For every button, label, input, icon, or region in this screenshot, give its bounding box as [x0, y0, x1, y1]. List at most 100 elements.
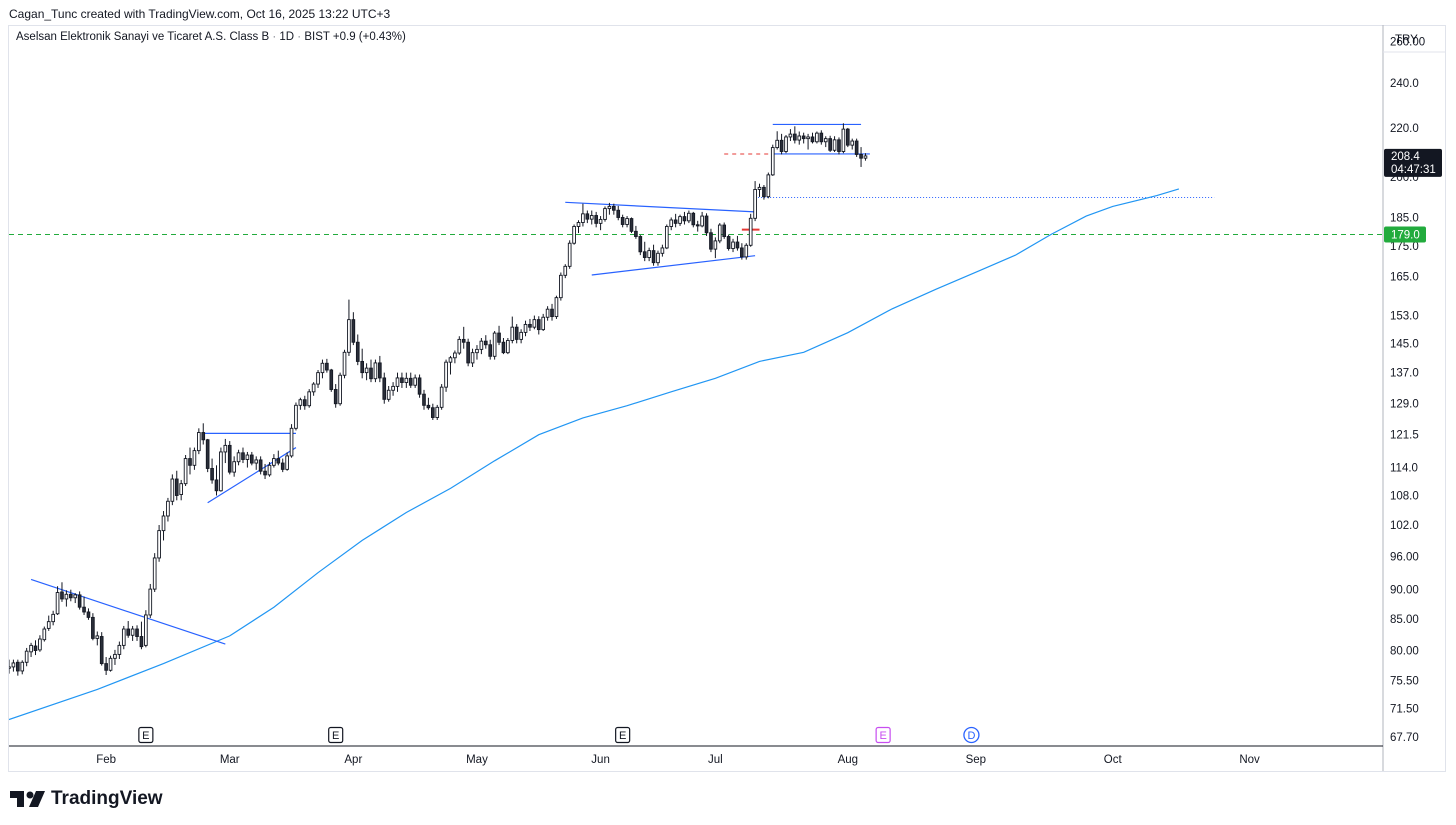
- candle[interactable]: [832, 136, 837, 152]
- candle[interactable]: [545, 306, 550, 321]
- candle[interactable]: [598, 216, 603, 231]
- candle[interactable]: [325, 358, 329, 373]
- candle[interactable]: [157, 525, 161, 562]
- candle[interactable]: [678, 214, 682, 226]
- candle[interactable]: [130, 625, 135, 641]
- candle[interactable]: [197, 428, 201, 455]
- candle[interactable]: [461, 326, 466, 349]
- candle[interactable]: [492, 330, 497, 360]
- candle[interactable]: [806, 133, 810, 150]
- candle[interactable]: [135, 625, 139, 641]
- candle[interactable]: [294, 402, 298, 431]
- candle[interactable]: [219, 447, 223, 492]
- candle[interactable]: [770, 144, 775, 176]
- candle[interactable]: [541, 313, 546, 331]
- earnings-marker[interactable]: E: [615, 726, 631, 744]
- candle[interactable]: [426, 397, 431, 410]
- candle[interactable]: [391, 382, 395, 396]
- candle[interactable]: [42, 626, 47, 642]
- candle[interactable]: [594, 211, 598, 228]
- candle[interactable]: [378, 355, 382, 383]
- candle[interactable]: [144, 610, 148, 648]
- candle[interactable]: [488, 339, 493, 360]
- candle[interactable]: [563, 264, 568, 279]
- candle[interactable]: [828, 135, 832, 152]
- candle[interactable]: [152, 553, 157, 592]
- candle[interactable]: [567, 240, 572, 269]
- candle[interactable]: [850, 138, 855, 150]
- candle[interactable]: [762, 184, 766, 200]
- tradingview-logo[interactable]: TradingView: [10, 788, 163, 810]
- candle[interactable]: [369, 359, 373, 383]
- candle[interactable]: [245, 451, 250, 468]
- candle[interactable]: [704, 213, 709, 236]
- candle[interactable]: [355, 334, 360, 366]
- candle[interactable]: [298, 397, 303, 410]
- earnings-marker[interactable]: E: [328, 726, 344, 744]
- candle[interactable]: [342, 349, 347, 379]
- candle[interactable]: [289, 424, 294, 458]
- trendline-summer-support[interactable]: [591, 255, 756, 276]
- candle[interactable]: [483, 335, 488, 349]
- candle[interactable]: [227, 441, 232, 475]
- candle[interactable]: [232, 456, 236, 477]
- candle[interactable]: [347, 299, 351, 356]
- candle[interactable]: [404, 372, 409, 388]
- candle[interactable]: [20, 660, 25, 675]
- candle[interactable]: [616, 205, 621, 221]
- candle[interactable]: [687, 210, 691, 224]
- candle[interactable]: [700, 211, 704, 228]
- candle[interactable]: [735, 235, 740, 251]
- candle[interactable]: [55, 586, 60, 615]
- candle[interactable]: [170, 474, 175, 506]
- candle[interactable]: [417, 374, 422, 398]
- candle[interactable]: [519, 329, 523, 344]
- candle[interactable]: [497, 325, 501, 346]
- candle[interactable]: [612, 203, 616, 215]
- candle[interactable]: [201, 423, 206, 445]
- candle[interactable]: [664, 224, 669, 250]
- candle[interactable]: [823, 136, 828, 148]
- candle[interactable]: [656, 250, 660, 266]
- candle[interactable]: [121, 625, 126, 650]
- candle[interactable]: [307, 389, 312, 408]
- candle[interactable]: [470, 348, 475, 368]
- candle[interactable]: [859, 147, 863, 167]
- candle[interactable]: [263, 463, 267, 480]
- candle[interactable]: [642, 241, 647, 262]
- trendline-summer-resistance[interactable]: [565, 201, 756, 213]
- candle[interactable]: [713, 237, 718, 259]
- candle[interactable]: [673, 213, 678, 228]
- candle[interactable]: [523, 320, 528, 337]
- candle[interactable]: [382, 372, 387, 404]
- candle[interactable]: [709, 228, 713, 253]
- candle[interactable]: [620, 214, 625, 228]
- candle[interactable]: [837, 137, 841, 155]
- candle[interactable]: [183, 455, 188, 487]
- candle[interactable]: [589, 210, 594, 225]
- candle[interactable]: [276, 450, 281, 466]
- candle[interactable]: [77, 591, 82, 610]
- candle[interactable]: [479, 337, 484, 355]
- candle[interactable]: [351, 312, 356, 346]
- candle[interactable]: [439, 384, 444, 410]
- earnings-marker[interactable]: E: [138, 726, 154, 744]
- candle[interactable]: [166, 497, 170, 522]
- candle[interactable]: [254, 456, 259, 470]
- candle[interactable]: [51, 610, 55, 626]
- candle[interactable]: [272, 454, 276, 468]
- candle[interactable]: [86, 608, 91, 620]
- candle[interactable]: [444, 359, 448, 392]
- candle[interactable]: [73, 593, 78, 604]
- candle[interactable]: [316, 369, 320, 388]
- candle[interactable]: [629, 217, 634, 234]
- candle[interactable]: [506, 337, 510, 355]
- candle[interactable]: [801, 132, 806, 144]
- candle[interactable]: [695, 220, 700, 232]
- candle[interactable]: [214, 465, 219, 496]
- candle[interactable]: [267, 462, 272, 477]
- candle[interactable]: [691, 211, 696, 228]
- candle[interactable]: [638, 235, 643, 256]
- candle[interactable]: [285, 452, 289, 471]
